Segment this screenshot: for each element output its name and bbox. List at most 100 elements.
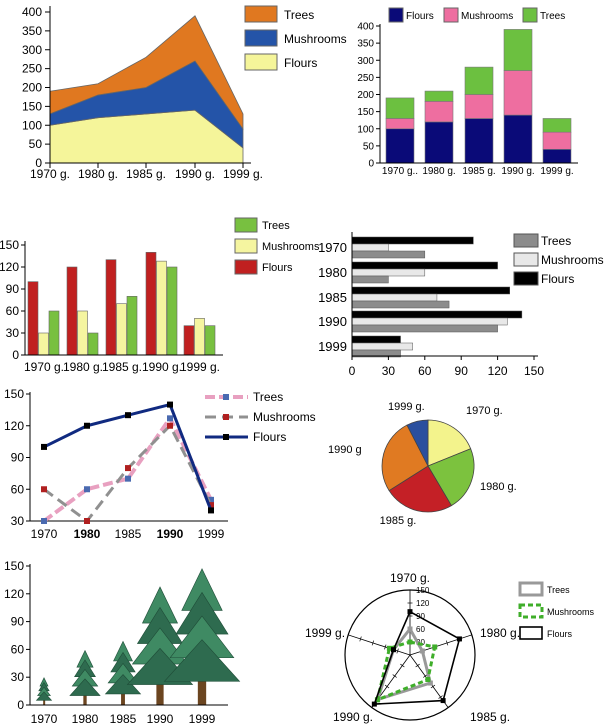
x-tick-label: 60 xyxy=(418,364,432,378)
radial-tick xyxy=(384,684,390,689)
legend-swatch xyxy=(443,7,459,23)
bar-mushrooms xyxy=(424,101,454,123)
bar-flours xyxy=(464,118,494,164)
marker-trees xyxy=(208,496,214,503)
stacked-area-chart: 0 50 100 150 200 250 300 350 400 1970 g. 1980 g. 19… xyxy=(22,5,347,181)
radar-marker xyxy=(440,698,446,704)
x-tick-label: 150 xyxy=(524,364,544,378)
y-tick-label: 50 xyxy=(363,141,375,152)
x-tick-label: 1999 xyxy=(189,712,216,726)
x-tick-label: 1999 xyxy=(198,527,225,541)
radar-axis-label: 1990 g. xyxy=(333,710,373,724)
x-tick-label: 1985 g. xyxy=(126,167,166,181)
marker-flours xyxy=(84,422,90,429)
legend-label: Flours xyxy=(253,430,286,444)
pie-label: 1999 g. xyxy=(388,401,425,413)
legend-swatch xyxy=(518,603,544,619)
legend-label: Trees xyxy=(284,8,314,22)
y-tick-label: 30 xyxy=(11,514,25,528)
y-tick-label: 30 xyxy=(6,326,20,340)
bar-trees xyxy=(351,275,389,284)
pie-label: 1985 g. xyxy=(380,515,417,527)
pie-label: 1970 g. xyxy=(466,405,503,417)
bar-flours xyxy=(351,310,523,319)
x-tick-label: 1970 g.. xyxy=(382,166,418,177)
legend-label: Mushrooms xyxy=(461,11,513,22)
y-tick-label: 150 xyxy=(22,99,42,113)
y-tick-label: 1980 xyxy=(318,265,347,280)
radial-tick xyxy=(445,640,449,646)
x-tick-label: 1970 g. xyxy=(24,360,64,374)
pie-slice xyxy=(427,419,472,467)
marker-trees xyxy=(41,518,47,524)
radar-axis-label: 1985 g. xyxy=(470,710,510,724)
radar-axis-label: 1999 g. xyxy=(305,626,345,640)
radar-marker xyxy=(407,639,413,645)
y-tick-label: 350 xyxy=(357,39,374,50)
x-tick-label: 1980 g. xyxy=(422,166,455,177)
bar-mushrooms xyxy=(351,342,413,351)
radial-tick xyxy=(347,632,350,638)
pie-slice xyxy=(381,424,429,492)
radar-marker xyxy=(432,644,438,650)
y-tick-label: 0 xyxy=(368,159,374,170)
y-tick-label: 60 xyxy=(11,482,25,496)
legend-swatch xyxy=(513,252,539,267)
legend-label: Trees xyxy=(262,220,290,232)
radar-series-trees xyxy=(375,626,433,702)
y-tick-label: 30 xyxy=(11,670,25,684)
line-trees xyxy=(42,416,213,523)
legend-marker xyxy=(223,414,229,420)
bar-flours xyxy=(105,259,117,356)
bar-mushrooms xyxy=(194,318,205,356)
legend-marker xyxy=(223,434,229,440)
y-tick-label: 150 xyxy=(4,387,24,401)
bar-flours xyxy=(27,281,39,356)
radar-series-flours xyxy=(373,610,461,705)
radial-tick xyxy=(423,674,428,678)
bar-trees xyxy=(48,310,60,356)
radar-marker xyxy=(391,647,397,653)
legend-label: Flours xyxy=(284,56,317,70)
legend-label: Mushrooms xyxy=(547,607,595,617)
bar-trees xyxy=(385,97,415,119)
bar-flours xyxy=(351,261,498,270)
y-tick-label: 1970 xyxy=(318,240,347,255)
bar-trees xyxy=(351,324,498,333)
tree-foliage xyxy=(163,639,241,682)
radar-axis-label: 1980 g. xyxy=(480,626,520,640)
legend-label: Trees xyxy=(547,585,570,595)
bar-flours xyxy=(385,128,415,164)
radial-tick-label: 90 xyxy=(416,612,425,621)
x-tick-label: 1990 xyxy=(157,527,184,541)
bar-flours xyxy=(351,236,474,245)
legend-swatch xyxy=(388,7,404,23)
y-tick-label: 250 xyxy=(357,73,374,84)
tree-trunk xyxy=(43,699,46,705)
marker-flours xyxy=(167,401,173,408)
radial-tick xyxy=(369,705,375,710)
x-tick-label: 1999 g. xyxy=(180,360,220,374)
tree-trunk xyxy=(156,683,164,705)
x-tick-label: 1985 xyxy=(110,712,137,726)
radial-tick xyxy=(415,663,420,668)
legend-swatch xyxy=(519,626,543,640)
bar-mushrooms xyxy=(385,118,415,130)
y-tick-label: 1999 xyxy=(318,339,347,354)
tree-icon xyxy=(69,649,101,705)
radial-tick xyxy=(400,663,405,668)
x-tick-label: 1970 xyxy=(31,527,58,541)
x-tick-label: 1990 g. xyxy=(501,166,534,177)
y-tick-label: 0 xyxy=(17,698,24,712)
bar-mushrooms xyxy=(77,310,88,356)
marker-mushrooms xyxy=(125,465,131,472)
bar-trees xyxy=(503,29,533,71)
bar-trees xyxy=(351,300,450,309)
x-tick-label: 1990 g. xyxy=(142,360,182,374)
bar-trees xyxy=(424,90,454,102)
radial-tick-label: 150 xyxy=(416,586,430,595)
pie-slice xyxy=(406,419,429,467)
legend-label: Mushrooms xyxy=(262,241,320,253)
radar-marker xyxy=(419,648,425,654)
marker-trees xyxy=(125,475,131,482)
